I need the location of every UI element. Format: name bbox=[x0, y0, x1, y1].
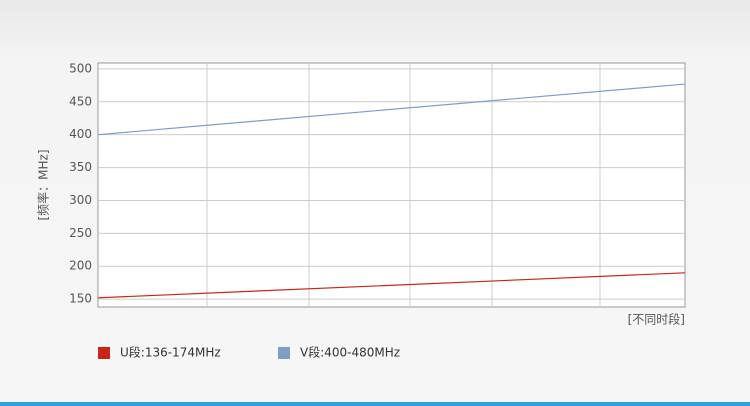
bottom-bar bbox=[0, 402, 750, 406]
y-tick-label: 300 bbox=[69, 193, 92, 207]
y-tick-label: 350 bbox=[69, 160, 92, 174]
y-tick-label: 450 bbox=[69, 94, 92, 108]
legend-label: U段:136-174MHz bbox=[120, 345, 221, 360]
series-line bbox=[97, 83, 686, 136]
y-tick-label: 500 bbox=[69, 61, 92, 75]
legend-label: V段:400-480MHz bbox=[300, 345, 400, 360]
plot-area bbox=[97, 62, 686, 308]
y-tick-label: 150 bbox=[69, 292, 92, 306]
x-axis-label: [不同时段] bbox=[628, 312, 685, 327]
y-tick-label: 250 bbox=[69, 226, 92, 240]
legend-swatch bbox=[98, 347, 110, 359]
y-tick-label: 200 bbox=[69, 259, 92, 273]
y-tick-label: 400 bbox=[69, 127, 92, 141]
legend-swatch bbox=[278, 347, 290, 359]
y-axis-label: [频率：MHz] bbox=[36, 149, 51, 220]
series-line bbox=[97, 272, 686, 299]
